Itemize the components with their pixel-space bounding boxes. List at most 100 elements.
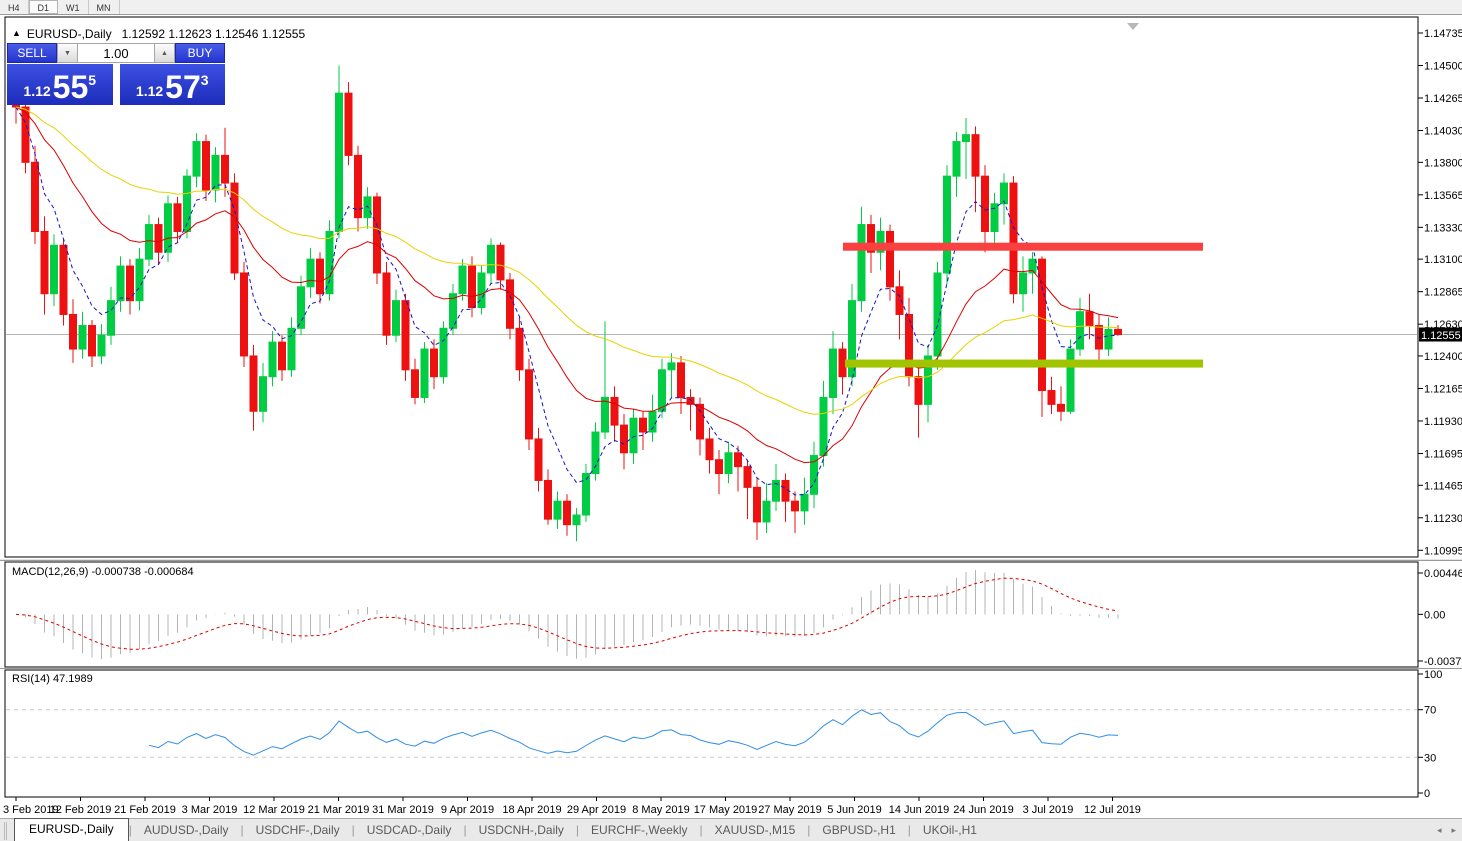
moving-average-6: [15, 106, 1119, 496]
svg-text:1.11230: 1.11230: [1424, 513, 1462, 525]
svg-text:1.13330: 1.13330: [1424, 222, 1462, 234]
rsi-label: RSI(14) 47.1989: [12, 673, 93, 685]
svg-text:70: 70: [1424, 705, 1436, 717]
resistance-line[interactable]: [843, 242, 1203, 251]
chart-tab-ukoil[interactable]: UKOil-,H1: [922, 823, 977, 837]
svg-text:24 Jun 2019: 24 Jun 2019: [953, 804, 1014, 816]
tab-scroll-right-icon[interactable]: ▸: [1451, 825, 1456, 835]
svg-text:12 Feb 2019: 12 Feb 2019: [50, 804, 112, 816]
svg-text:21 Mar 2019: 21 Mar 2019: [308, 804, 370, 816]
volume-decrease-button[interactable]: ▼: [57, 43, 78, 63]
svg-text:1.12555: 1.12555: [1421, 330, 1461, 342]
tab-separator: |: [463, 823, 467, 837]
svg-text:0: 0: [1424, 788, 1430, 800]
svg-text:9 Apr 2019: 9 Apr 2019: [441, 804, 494, 816]
tab-separator: |: [128, 823, 132, 837]
tab-separator: |: [907, 823, 911, 837]
macd-indicator: [15, 570, 1119, 659]
tabbar-grip[interactable]: [4, 822, 10, 840]
chart-tab-usdcnh[interactable]: USDCNH-,Daily: [478, 823, 564, 837]
tab-separator: |: [240, 823, 244, 837]
svg-text:1.12400: 1.12400: [1424, 351, 1462, 363]
rsi-indicator: [6, 709, 1417, 758]
panel-splitter[interactable]: [0, 558, 1462, 561]
timeframe-button-mn[interactable]: MN: [88, 0, 120, 14]
svg-text:1.11465: 1.11465: [1424, 480, 1462, 492]
macd-signal-line: [15, 577, 1119, 650]
buy-button[interactable]: BUY: [175, 43, 225, 63]
svg-text:1.13800: 1.13800: [1424, 157, 1462, 169]
timeframe-button-h4[interactable]: H4: [0, 0, 29, 14]
sell-price-pip: 5: [88, 72, 97, 88]
price-scale[interactable]: 1.14735 1.14500 1.14265 1.14030 1.13800 1.135…: [1418, 28, 1462, 557]
svg-text:1.11695: 1.11695: [1424, 448, 1462, 460]
rsi-line: [148, 709, 1119, 756]
one-click-trading-panel: SELL ▼ 1.00 ▲ BUY 1.12 55 5 1.12 57 3: [7, 43, 225, 105]
svg-text:1.11930: 1.11930: [1424, 416, 1462, 428]
svg-text:1.13565: 1.13565: [1424, 190, 1462, 202]
svg-text:12 Mar 2019: 12 Mar 2019: [243, 804, 305, 816]
macd-panel-border: [4, 561, 1419, 668]
current-price-badge: [1419, 327, 1462, 342]
svg-text:21 Feb 2019: 21 Feb 2019: [114, 804, 176, 816]
svg-text:3 Jul 2019: 3 Jul 2019: [1023, 804, 1074, 816]
chart-shift-marker-icon[interactable]: [1127, 23, 1139, 30]
tab-separator: |: [575, 823, 580, 837]
chart-tab-usdcad[interactable]: USDCAD-,Daily: [366, 823, 452, 837]
volume-input[interactable]: 1.00: [78, 43, 154, 63]
tab-scroll-controls: ◂ ▸: [1437, 825, 1456, 836]
buy-price-prefix: 1.12: [135, 83, 164, 99]
svg-text:18 Apr 2019: 18 Apr 2019: [502, 804, 561, 816]
svg-text:1.12865: 1.12865: [1424, 287, 1462, 299]
chart-tab-eurchf[interactable]: EURCHF-,Weekly: [591, 823, 688, 837]
svg-text:14 Jun 2019: 14 Jun 2019: [889, 804, 950, 816]
chart-tab-eurusd[interactable]: EURUSD-,Daily: [14, 818, 129, 841]
volume-increase-button[interactable]: ▲: [154, 43, 175, 63]
svg-text:-0.003715: -0.003715: [1424, 656, 1462, 668]
tab-separator: |: [351, 823, 355, 837]
macd-label: MACD(12,26,9) -0.000738 -0.000684: [12, 566, 194, 578]
chart-tab-usdchf[interactable]: USDCHF-,Daily: [255, 823, 340, 837]
sell-button[interactable]: SELL: [7, 43, 57, 63]
svg-text:0.004465: 0.004465: [1424, 568, 1462, 580]
buy-price-box[interactable]: 1.12 57 3: [119, 64, 225, 105]
svg-text:1.10995: 1.10995: [1424, 545, 1462, 557]
tab-scroll-left-icon[interactable]: ◂: [1436, 825, 1442, 835]
svg-text:5 Jun 2019: 5 Jun 2019: [827, 804, 881, 816]
svg-text:1.14265: 1.14265: [1424, 93, 1462, 105]
support-line[interactable]: [845, 359, 1203, 368]
chart-region: 1.14735 1.14500 1.14265 1.14030 1.13800 1.135…: [0, 15, 1462, 818]
svg-text:30: 30: [1424, 752, 1436, 764]
svg-text:3 Feb 2019: 3 Feb 2019: [3, 804, 59, 816]
svg-text:12 Jul 2019: 12 Jul 2019: [1084, 804, 1141, 816]
chart-tab-audusd[interactable]: AUDUSD-,Daily: [143, 823, 229, 837]
chart-title: ▲ EURUSD-,Daily 1.12592 1.12623 1.12546 …: [12, 27, 305, 41]
svg-text:31 Mar 2019: 31 Mar 2019: [372, 804, 434, 816]
sell-price-box[interactable]: 1.12 55 5: [7, 64, 113, 105]
tab-separator: |: [699, 823, 703, 837]
chart-tab-xauusd[interactable]: XAUUSD-,M15: [714, 823, 796, 837]
chart-tab-gbpusd[interactable]: GBPUSD-,H1: [822, 823, 896, 837]
svg-text:1.12165: 1.12165: [1424, 383, 1462, 395]
tab-separator: |: [807, 823, 811, 837]
svg-text:3 Mar 2019: 3 Mar 2019: [182, 804, 238, 816]
svg-text:100: 100: [1424, 669, 1442, 681]
moving-average-45: [15, 106, 1119, 415]
timeframe-button-w1[interactable]: W1: [58, 0, 89, 14]
svg-text:1.14500: 1.14500: [1424, 61, 1462, 73]
chart-canvas[interactable]: 1.14735 1.14500 1.14265 1.14030 1.13800 1.135…: [0, 15, 1462, 818]
svg-text:29 Apr 2019: 29 Apr 2019: [567, 804, 626, 816]
svg-text:1.14030: 1.14030: [1424, 126, 1462, 138]
timeframe-button-d1[interactable]: D1: [28, 0, 59, 14]
sell-price-main: 55: [52, 68, 89, 105]
svg-text:1.14735: 1.14735: [1424, 28, 1462, 40]
symbol-period-label: EURUSD-,Daily: [26, 27, 112, 41]
svg-text:8 May 2019: 8 May 2019: [632, 804, 689, 816]
buy-price-pip: 3: [200, 72, 209, 88]
svg-text:17 May 2019: 17 May 2019: [694, 804, 758, 816]
collapse-arrow-icon[interactable]: ▲: [12, 28, 21, 38]
svg-text:0.00: 0.00: [1424, 609, 1445, 621]
buy-price-main: 57: [165, 68, 201, 105]
